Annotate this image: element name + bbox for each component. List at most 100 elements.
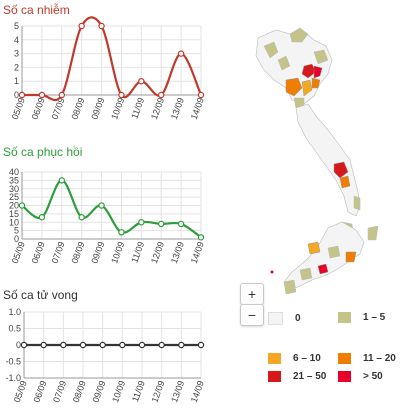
data-point[interactable] — [158, 91, 165, 99]
map-province-red[interactable] — [313, 65, 323, 79]
x-tick-label: 13/09 — [169, 96, 186, 121]
data-point[interactable] — [18, 91, 26, 99]
y-tick-label: 10 — [9, 217, 19, 227]
map-province-yellow[interactable] — [299, 267, 313, 281]
map-province-orange[interactable] — [311, 77, 321, 89]
map-province-orange[interactable] — [345, 251, 357, 263]
data-point[interactable] — [78, 22, 85, 30]
legend-item-1: 1 – 5 — [338, 312, 385, 326]
map-province-orange[interactable] — [301, 79, 313, 97]
data-point[interactable] — [58, 91, 65, 99]
map-province-yellow[interactable] — [313, 49, 329, 65]
legend-swatch-5 — [338, 371, 351, 382]
data-point[interactable] — [98, 22, 105, 30]
y-tick-label: 1.0 — [8, 307, 21, 317]
x-tick-label: 14/09 — [189, 379, 206, 404]
data-point[interactable] — [178, 341, 185, 349]
legend-label-4: 21 – 50 — [293, 371, 327, 382]
data-point[interactable] — [158, 220, 165, 228]
legend-item-0: 0 — [268, 312, 301, 326]
data-point[interactable] — [58, 177, 65, 184]
vietnam-map-svg — [255, 27, 379, 295]
data-point[interactable] — [197, 341, 205, 349]
data-point[interactable] — [177, 220, 185, 228]
legend-swatch-0 — [268, 312, 283, 325]
legend-item-5: > 50 — [338, 371, 383, 385]
x-tick-label: 09/09 — [89, 240, 106, 265]
map-province-orange[interactable] — [339, 175, 351, 189]
data-point[interactable] — [118, 91, 125, 99]
map-province-orange[interactable] — [307, 241, 321, 255]
data-point[interactable] — [177, 50, 185, 57]
map-province-orange[interactable] — [285, 77, 303, 97]
x-tick-label: 14/09 — [189, 240, 206, 265]
recovered-chart-title: Số ca phục hồi — [3, 145, 83, 159]
data-point[interactable] — [197, 234, 205, 241]
legend-label-2: 6 – 10 — [293, 353, 321, 364]
x-tick-label: 12/09 — [149, 240, 166, 265]
x-tick-label: 07/09 — [51, 379, 68, 404]
data-point[interactable] — [38, 214, 46, 221]
legend-swatch-1 — [338, 312, 351, 323]
data-point[interactable] — [20, 341, 28, 349]
data-point[interactable] — [98, 202, 105, 209]
recovered-chart: Số ca phục hồi 0 5 10 15 20 25 30 35 40 05/09 06/0… — [0, 143, 210, 283]
y-tick-label: 1 — [14, 76, 19, 86]
x-tick-label: 08/09 — [71, 379, 88, 404]
map-province-yellow[interactable] — [327, 245, 341, 259]
y-tick-label: 0 — [14, 90, 19, 100]
map-region-central[interactable] — [295, 103, 361, 217]
y-tick-label: 15 — [9, 209, 19, 219]
data-point[interactable] — [79, 341, 87, 349]
vietnam-map[interactable] — [228, 0, 405, 419]
infection-chart: Số ca nhiễm 0 1 2 3 4 5 05/09 06/09 07/09 08/09 09… — [0, 0, 210, 130]
map-province-yellow[interactable] — [283, 279, 297, 295]
legend-label-0: 0 — [295, 313, 301, 324]
x-tick-label: 11/09 — [130, 379, 147, 403]
x-tick-label: 07/09 — [50, 240, 67, 265]
map-province-yellow[interactable] — [367, 225, 379, 241]
x-tick-label: 05/09 — [10, 96, 27, 121]
map-province-yellow[interactable] — [263, 41, 279, 59]
data-point[interactable] — [99, 341, 106, 349]
data-point[interactable] — [18, 202, 26, 209]
data-point[interactable] — [60, 341, 67, 349]
map-province-yellow[interactable] — [277, 55, 291, 71]
zoom-out-button[interactable]: − — [240, 304, 264, 326]
map-island — [270, 270, 274, 274]
x-tick-label: 05/09 — [10, 240, 27, 265]
map-province-red[interactable] — [333, 161, 349, 179]
data-point[interactable] — [40, 341, 47, 349]
deaths-chart-svg: -1.0-0.500.51.005/09 06/09 07/09 08/09 09/09… — [5, 307, 206, 404]
data-point[interactable] — [158, 341, 165, 349]
data-point[interactable] — [138, 341, 146, 349]
x-tick-label: 11/09 — [129, 96, 146, 120]
legend-item-4: 21 – 50 — [268, 371, 326, 385]
y-tick-label: -0.5 — [5, 357, 21, 367]
y-tick-label: -1.0 — [5, 373, 21, 383]
map-province-red[interactable] — [301, 63, 317, 79]
y-tick-label: 4 — [14, 35, 19, 45]
map-province-yellow[interactable] — [353, 195, 361, 211]
y-tick-label: 0 — [16, 340, 21, 350]
data-point[interactable] — [138, 219, 145, 226]
y-tick-label: 0.5 — [8, 324, 21, 334]
map-province-yellow[interactable] — [289, 27, 309, 43]
legend-label-3: 11 – 20 — [363, 353, 396, 364]
data-point[interactable] — [138, 77, 145, 85]
x-tick-label: 10/09 — [109, 96, 126, 121]
data-point[interactable] — [118, 229, 125, 236]
x-tick-label: 13/09 — [169, 379, 186, 404]
map-province-red[interactable] — [317, 263, 329, 275]
legend-swatch-4 — [268, 371, 281, 382]
zoom-in-button[interactable]: + — [240, 283, 264, 305]
x-tick-label: 13/09 — [169, 240, 186, 265]
legend-swatch-3 — [338, 353, 351, 364]
data-point[interactable] — [38, 91, 46, 99]
data-point[interactable] — [78, 214, 85, 221]
y-tick-label: 3 — [14, 49, 19, 59]
data-point[interactable] — [197, 91, 205, 99]
legend-label-5: > 50 — [363, 371, 383, 382]
data-point[interactable] — [119, 341, 126, 349]
